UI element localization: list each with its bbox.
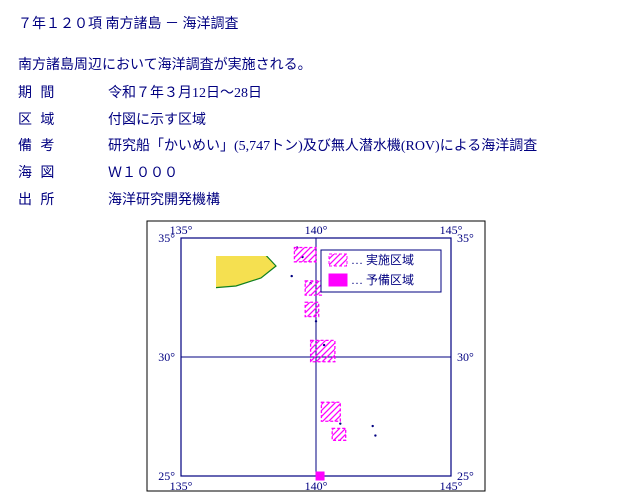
row-source: 出所 海洋研究開発機構 xyxy=(18,188,613,215)
value-chart: Ｗ１０００ xyxy=(108,161,613,188)
label-source: 出所 xyxy=(18,188,108,215)
row-period: 期間 令和７年３月12日～28日 xyxy=(18,81,613,108)
value-remarks: 研究船「かいめい」(5,747トン)及び無人潜水機(ROV)による海洋調査 xyxy=(108,134,613,161)
row-area: 区域 付図に示す区域 xyxy=(18,108,613,135)
legend-label: … 実施区域 xyxy=(351,252,414,267)
map-container: 135°135°140°140°145°145°35°35°30°30°25°2… xyxy=(18,220,613,492)
svg-text:35°: 35° xyxy=(457,231,474,245)
svg-text:140°: 140° xyxy=(304,479,327,492)
row-remarks: 備考 研究船「かいめい」(5,747トン)及び無人潜水機(ROV)による海洋調査 xyxy=(18,134,613,161)
value-source: 海洋研究開発機構 xyxy=(108,188,613,215)
svg-text:35°: 35° xyxy=(158,231,175,245)
label-remarks: 備考 xyxy=(18,134,108,161)
svg-text:140°: 140° xyxy=(304,223,327,237)
svg-text:25°: 25° xyxy=(457,469,474,483)
value-area: 付図に示す区域 xyxy=(108,108,613,135)
svg-text:25°: 25° xyxy=(158,469,175,483)
label-chart: 海図 xyxy=(18,161,108,188)
label-period: 期間 xyxy=(18,81,108,108)
legend-label: … 予備区域 xyxy=(351,272,414,287)
svg-text:30°: 30° xyxy=(158,350,175,364)
svg-text:30°: 30° xyxy=(457,350,474,364)
label-area: 区域 xyxy=(18,108,108,135)
map-figure: 135°135°140°140°145°145°35°35°30°30°25°2… xyxy=(146,220,486,492)
document-title: ７年１２０項 南方諸島 － 海洋調査 xyxy=(18,12,613,39)
value-period: 令和７年３月12日～28日 xyxy=(108,81,613,108)
row-chart: 海図 Ｗ１０００ xyxy=(18,161,613,188)
lead-sentence: 南方諸島周辺において海洋調査が実施される。 xyxy=(18,53,613,80)
